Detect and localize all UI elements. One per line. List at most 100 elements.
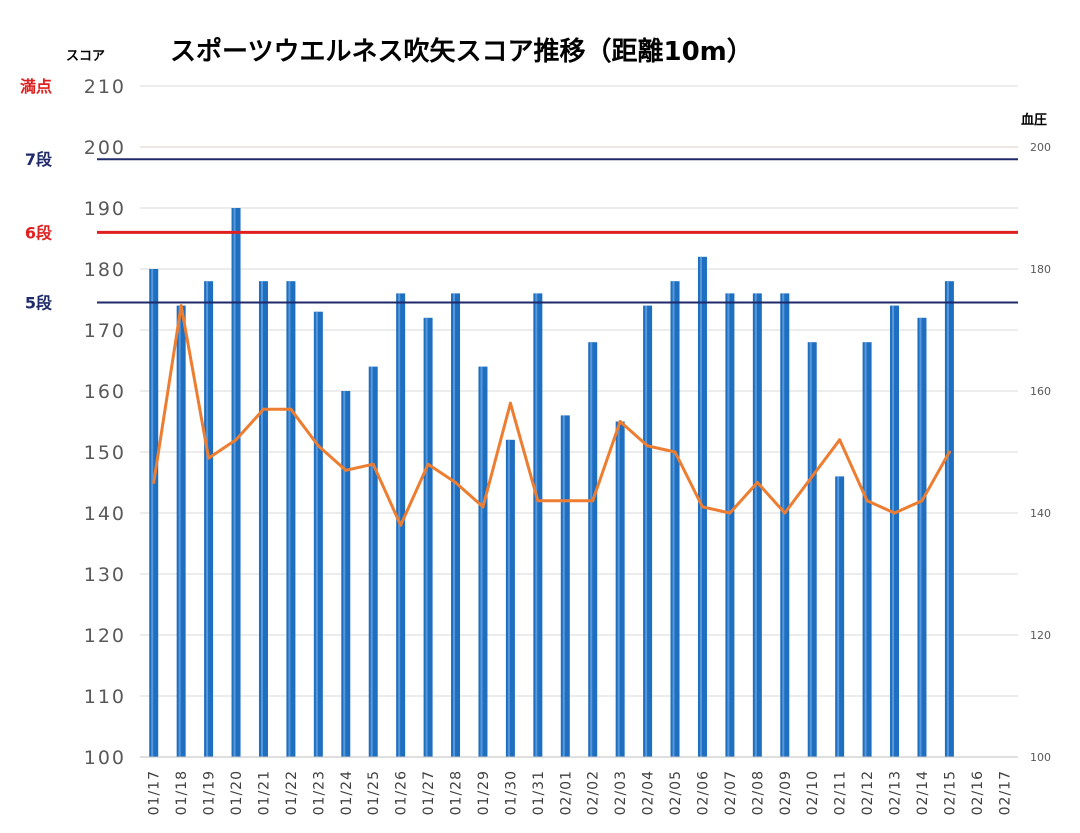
x-tick-label: 02/17 — [997, 770, 1013, 815]
x-tick-label: 01/18 — [174, 770, 190, 815]
bar — [835, 476, 845, 757]
line-point — [234, 438, 238, 442]
y2-tick-label: 200 — [1030, 141, 1051, 154]
line-point — [865, 499, 869, 503]
line-point — [728, 511, 732, 515]
bar-highlight — [837, 476, 840, 757]
bar — [560, 415, 570, 757]
bar — [176, 305, 186, 757]
x-tick-label: 01/25 — [366, 770, 382, 815]
y-tick-label: 140 — [84, 503, 126, 525]
x-tick-label: 01/23 — [311, 770, 327, 815]
line-point — [426, 462, 430, 466]
bar-highlight — [151, 269, 154, 757]
line-point — [810, 474, 814, 478]
y-tick-label: 210 — [84, 76, 126, 98]
bar — [313, 311, 323, 757]
bar — [204, 281, 214, 757]
x-tick-label: 02/10 — [805, 770, 821, 815]
y2-tick-label: 120 — [1030, 629, 1051, 642]
y2-tick-label: 180 — [1030, 263, 1051, 276]
bar-highlight — [288, 281, 291, 757]
x-tick-label: 01/24 — [339, 770, 355, 815]
x-tick-label: 01/19 — [202, 770, 218, 815]
y-tick-label: 100 — [84, 747, 126, 769]
x-tick-label: 02/07 — [723, 770, 739, 815]
line-point — [893, 511, 897, 515]
y-tick-label: 180 — [84, 259, 126, 281]
line-point — [508, 401, 512, 405]
bar — [752, 293, 762, 757]
line-point — [371, 462, 375, 466]
x-tick-label: 02/13 — [888, 770, 904, 815]
bar-highlight — [727, 293, 730, 757]
bar — [258, 281, 268, 757]
line-point — [481, 505, 485, 509]
x-tick-label: 01/29 — [476, 770, 492, 815]
line-point — [591, 499, 595, 503]
line-point — [920, 499, 924, 503]
x-tick-label: 01/27 — [421, 770, 437, 815]
bar-highlight — [617, 421, 620, 757]
line-point — [646, 444, 650, 448]
bar-highlight — [892, 305, 895, 757]
line-point — [289, 407, 293, 411]
x-tick-label: 01/30 — [503, 770, 519, 815]
line-point — [316, 444, 320, 448]
line-point — [755, 481, 759, 484]
bar-highlight — [864, 342, 867, 757]
y-tick-label: 130 — [84, 564, 126, 586]
y-tick-label: 190 — [84, 198, 126, 220]
bar-highlight — [590, 342, 593, 757]
x-tick-label: 01/21 — [256, 770, 272, 815]
y2-tick-label: 100 — [1030, 751, 1051, 764]
bar-highlight — [453, 293, 456, 757]
line-point — [783, 511, 787, 515]
bar-highlight — [645, 305, 648, 757]
bar-highlight — [233, 208, 236, 757]
x-tick-label: 02/06 — [695, 770, 711, 815]
line-point — [700, 505, 704, 509]
bar — [917, 317, 927, 757]
line-point — [399, 523, 403, 527]
bar — [725, 293, 735, 757]
line-point — [152, 481, 156, 484]
bar-highlight — [343, 391, 346, 757]
reference-label: 6段 — [25, 223, 53, 242]
x-tick-label: 02/15 — [942, 770, 958, 815]
line-point — [207, 456, 211, 460]
line-series — [152, 304, 951, 527]
line-point — [454, 481, 458, 484]
bar — [149, 269, 159, 757]
y-tick-label: 170 — [84, 320, 126, 342]
bar-series — [149, 208, 954, 757]
line-point — [673, 450, 677, 454]
y2-axis-title: 血圧 — [1021, 112, 1047, 128]
bar — [588, 342, 598, 757]
line-point — [947, 450, 951, 454]
x-tick-label: 02/04 — [641, 770, 657, 815]
reference-lines — [97, 158, 1018, 304]
bar-highlight — [260, 281, 263, 757]
bar — [423, 317, 433, 757]
y-tick-label: 110 — [84, 686, 126, 708]
x-tick-label: 02/12 — [860, 770, 876, 815]
bar-highlight — [178, 305, 181, 757]
y-tick-label: 150 — [84, 442, 126, 464]
line-point — [536, 499, 540, 503]
bar — [670, 281, 680, 757]
bar — [944, 281, 954, 757]
bar-highlight — [754, 293, 757, 757]
bar — [533, 293, 543, 757]
x-axis: 01/17 01/18 01/19 01/20 01/21 01/22 01/23 01/24… — [140, 756, 1018, 815]
bar — [807, 342, 817, 757]
reference-label: 5段 — [25, 294, 53, 313]
bar-highlight — [507, 439, 510, 757]
line-point — [179, 304, 183, 308]
reference-labels: 満点 7段 6段 5段 — [20, 77, 53, 313]
bar — [286, 281, 296, 757]
bar — [780, 293, 790, 757]
line-point — [563, 499, 567, 503]
x-tick-label: 02/05 — [668, 770, 684, 815]
bar — [615, 421, 625, 757]
